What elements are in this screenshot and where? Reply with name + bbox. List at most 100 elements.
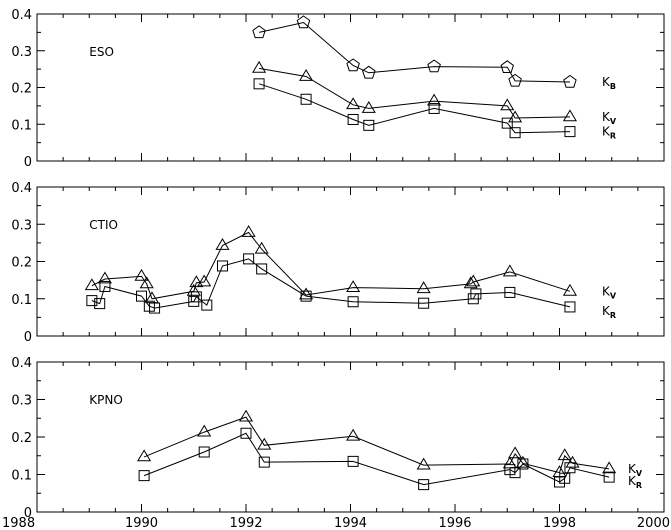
series-kv: KV <box>137 409 643 478</box>
series-line <box>91 231 571 300</box>
data-point-square <box>94 298 106 310</box>
panel-ctio: 0 0.1 0.2 0.3 0.4 CTIO KV KR <box>11 181 665 345</box>
series-label: KV <box>602 284 617 300</box>
series-kb: KB <box>252 15 616 91</box>
y-tick-label: 0.3 <box>11 218 32 233</box>
data-point-square <box>149 302 161 314</box>
data-point-triangle <box>502 264 517 277</box>
data-point-pentagon <box>427 59 441 73</box>
y-tick-label: 0.4 <box>11 356 32 371</box>
x-tick-label: 2000 <box>637 516 670 530</box>
data-point-square <box>136 290 147 302</box>
data-point-triangle <box>238 409 254 422</box>
x-tick-label: 1996 <box>438 516 471 530</box>
y-tick-label: 0.4 <box>11 181 32 196</box>
data-point-triangle <box>346 97 361 110</box>
data-point-square <box>347 296 359 308</box>
data-point-square <box>501 117 513 129</box>
data-point-triangle <box>186 283 201 296</box>
data-point-triangle <box>252 60 267 73</box>
series-label: KV <box>628 462 643 478</box>
data-point-triangle <box>254 241 269 254</box>
series-label: KR <box>602 125 616 141</box>
data-point-square <box>201 299 213 311</box>
x-tick-label: 1998 <box>543 516 576 530</box>
x-tick-label: 1994 <box>334 516 367 530</box>
data-point-triangle <box>416 457 431 470</box>
series-label: KB <box>602 75 616 91</box>
data-point-square <box>509 467 521 479</box>
data-point-triangle <box>562 109 578 122</box>
y-tick-label: 0.4 <box>11 8 32 23</box>
data-point-square <box>253 78 265 90</box>
series-line <box>91 258 571 309</box>
data-point-triangle <box>557 448 572 461</box>
data-point-pentagon <box>500 60 514 73</box>
data-point-square <box>418 479 430 491</box>
data-point-square <box>240 427 252 439</box>
data-point-square <box>504 286 516 298</box>
data-point-square <box>603 471 615 483</box>
series-kv: KV <box>252 60 617 126</box>
series-kr: KR <box>253 78 616 141</box>
data-point-triangle <box>84 278 99 291</box>
y-tick-label: 0.2 <box>11 82 32 97</box>
data-point-pentagon <box>362 65 376 79</box>
data-point-square <box>243 253 255 265</box>
series-kr: KR <box>138 427 642 491</box>
data-point-triangle <box>562 283 578 296</box>
data-point-triangle <box>189 275 204 288</box>
data-point-square <box>86 295 98 307</box>
data-point-square <box>258 456 270 468</box>
data-point-triangle <box>97 271 112 284</box>
x-tick-label: 1988 <box>2 516 35 530</box>
data-point-triangle <box>500 98 515 111</box>
panel-label: ESO <box>89 45 114 59</box>
data-point-square <box>428 102 440 114</box>
series-label: KV <box>602 110 617 126</box>
data-point-square <box>300 93 312 105</box>
data-point-triangle <box>515 455 530 468</box>
data-point-triangle <box>299 68 314 81</box>
data-point-square <box>99 280 111 292</box>
data-point-triangle <box>134 268 149 281</box>
data-point-pentagon <box>296 15 311 29</box>
data-point-square <box>517 458 529 470</box>
data-point-triangle <box>427 93 442 106</box>
y-tick-label: 0.1 <box>11 118 32 133</box>
series-label: KR <box>602 304 616 320</box>
series-kv: KV <box>84 224 617 304</box>
x-tick-label: 1990 <box>125 516 158 530</box>
series-line <box>258 83 571 134</box>
y-tick-label: 0.3 <box>11 394 32 409</box>
data-point-square <box>564 301 576 313</box>
data-point-triangle <box>197 274 212 287</box>
data-point-square <box>216 260 228 272</box>
data-point-triangle <box>466 274 481 287</box>
y-tick-label: 0.1 <box>11 293 32 308</box>
y-tick-label: 0.2 <box>11 431 32 446</box>
data-point-triangle <box>565 455 580 468</box>
data-point-pentagon <box>346 58 360 72</box>
data-point-triangle <box>416 281 431 294</box>
y-tick-label: 0 <box>24 330 32 345</box>
data-point-triangle <box>346 428 361 441</box>
data-point-square <box>188 295 200 307</box>
data-point-square <box>470 288 482 300</box>
data-point-pentagon <box>563 74 577 88</box>
data-point-triangle <box>602 461 617 474</box>
x-tick-label: 1992 <box>229 516 262 530</box>
data-point-triangle <box>241 224 256 237</box>
y-tick-label: 0 <box>24 506 32 521</box>
data-point-square <box>418 297 430 309</box>
data-point-triangle <box>215 238 230 250</box>
series-label: KR <box>628 474 642 490</box>
series-line <box>258 21 571 83</box>
panel-label: KPNO <box>89 393 123 407</box>
y-tick-label: 0.1 <box>11 469 32 484</box>
data-point-square <box>564 126 576 138</box>
series-line <box>143 432 610 486</box>
data-point-triangle <box>463 276 478 289</box>
data-point-square <box>198 446 210 458</box>
